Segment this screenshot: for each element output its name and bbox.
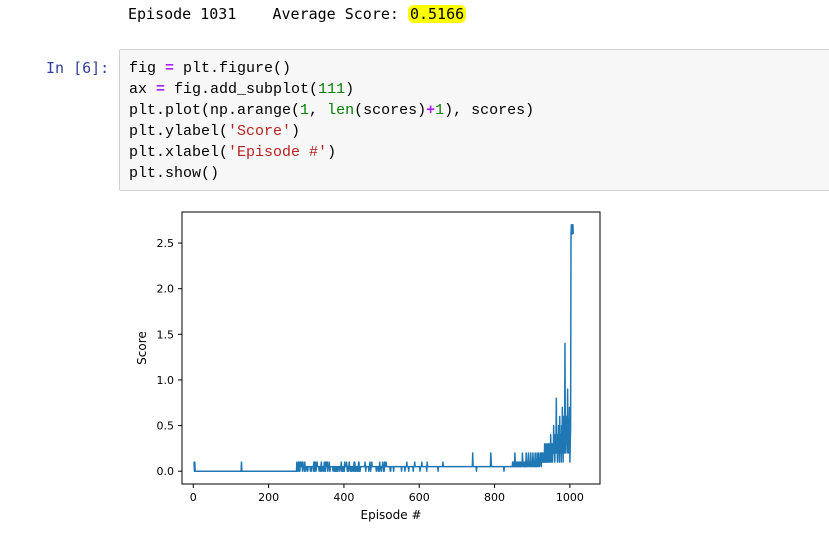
code-token: ), scores)	[444, 102, 535, 119]
episode-summary: Episode 1031 Average Score:	[128, 5, 408, 23]
code-token: +	[426, 102, 436, 119]
code-token: )	[327, 144, 337, 161]
score-series-line	[193, 224, 575, 472]
x-tick-label: 200	[258, 491, 279, 504]
y-axis-label: Score	[135, 331, 149, 365]
x-tick-label: 600	[409, 491, 430, 504]
highlighted-average-score: 0.5166	[407, 5, 467, 23]
y-tick-label: 0.0	[157, 465, 175, 478]
code-line: ax = fig.add_subplot(111)	[129, 79, 534, 100]
plot-area	[181, 211, 601, 485]
code-token: len	[327, 102, 355, 119]
cell-prompt: In [6]:	[46, 59, 110, 77]
x-tick-label: 400	[333, 491, 354, 504]
code-token: ax	[129, 81, 157, 98]
code-token: 1	[300, 102, 310, 119]
code-line: plt.show()	[129, 163, 534, 184]
code-token: )	[345, 81, 355, 98]
line-chart: 0 200 400 600 800 1000 0.0 0.5 1.0 1.5 2.0 2.5 Epi…	[135, 211, 601, 522]
output-text: Episode 1031 Average Score: 0.5166	[128, 4, 467, 24]
code-token: plt.figure()	[174, 60, 292, 77]
x-tick-label: 800	[484, 491, 505, 504]
code-line: fig = plt.figure()	[129, 58, 534, 79]
code-token: 'Score'	[228, 123, 292, 140]
code-editor[interactable]: fig = plt.figure() ax = fig.add_subplot(1…	[129, 58, 534, 184]
code-token: =	[156, 81, 166, 98]
code-token: 111	[318, 81, 346, 98]
y-tick-label: 2.5	[157, 237, 175, 250]
code-cell[interactable]: fig = plt.figure() ax = fig.add_subplot(1…	[119, 49, 829, 191]
code-token: plt.show()	[129, 165, 220, 182]
code-token: 'Episode #'	[228, 144, 328, 161]
code-token: =	[165, 60, 175, 77]
code-token: (scores)	[354, 102, 427, 119]
y-tick-label: 1.5	[157, 328, 175, 341]
code-token: 1	[435, 102, 445, 119]
x-axis-label: Episode #	[361, 508, 422, 522]
x-tick-label: 1000	[556, 491, 584, 504]
x-tick-label: 0	[190, 491, 197, 504]
code-line: plt.ylabel('Score')	[129, 121, 534, 142]
code-token: fig	[129, 60, 166, 77]
code-token: )	[291, 123, 301, 140]
code-token: plt.xlabel(	[129, 144, 229, 161]
code-token: ,	[309, 102, 328, 119]
code-token: plt.ylabel(	[129, 123, 229, 140]
code-token: plt.plot(np.arange(	[129, 102, 301, 119]
y-tick-label: 1.0	[157, 374, 175, 387]
code-line: plt.plot(np.arange(1, len(scores)+1), sc…	[129, 100, 534, 121]
code-line: plt.xlabel('Episode #')	[129, 142, 534, 163]
y-tick-label: 2.0	[157, 283, 175, 296]
y-tick-label: 0.5	[157, 420, 175, 433]
code-token: fig.add_subplot(	[165, 81, 319, 98]
